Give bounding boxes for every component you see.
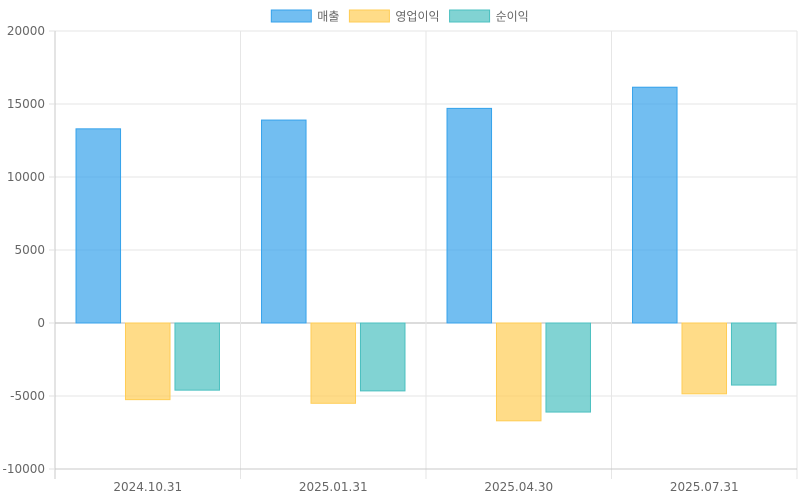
bar-영업이익-2025.01.31[interactable] [310, 322, 357, 404]
x-tick-label: 2025.07.31 [670, 480, 739, 494]
bar-영업이익-2025.07.31[interactable] [681, 322, 728, 395]
grid-lines [54, 30, 798, 479]
legend-swatch [270, 9, 312, 23]
legend-label: 매출 [317, 10, 339, 24]
y-tick-label: 15000 [7, 97, 45, 111]
x-tick-label: 2024.10.31 [113, 480, 182, 494]
y-tick-label: 10000 [7, 170, 45, 184]
y-tick-label: 0 [37, 316, 45, 330]
bar-영업이익-2024.10.31[interactable] [124, 322, 171, 401]
legend-swatch [449, 9, 491, 23]
y-tick-label: -10000 [2, 462, 45, 476]
x-tick-label: 2025.01.31 [299, 480, 368, 494]
bar-순이익-2025.01.31[interactable] [359, 322, 406, 392]
legend-item[interactable]: 영업이익 [348, 9, 440, 24]
legend-label: 영업이익 [395, 10, 439, 24]
bar-순이익-2024.10.31[interactable] [174, 322, 220, 391]
bar-매출-2024.10.31[interactable] [75, 128, 122, 324]
legend-swatch [348, 9, 390, 23]
y-axis: 20000 15000 10000 5000 0 -5000 -10000 [2, 24, 55, 476]
bar-순이익-2025.07.31[interactable] [730, 322, 777, 386]
legend-label: 순이익 [496, 10, 529, 24]
legend: 매출 영업이익 순이익 [270, 9, 529, 24]
bars [75, 86, 777, 422]
bar-순이익-2025.04.30[interactable] [545, 322, 591, 413]
y-tick-label: -5000 [10, 389, 45, 403]
bar-매출-2025.07.31[interactable] [632, 86, 678, 324]
legend-item[interactable]: 매출 [270, 9, 339, 24]
y-tick-label: 20000 [7, 24, 45, 38]
bar-영업이익-2025.04.30[interactable] [495, 322, 542, 422]
bar-매출-2025.04.30[interactable] [446, 107, 493, 324]
x-tick-label: 2025.04.30 [484, 480, 553, 494]
y-tick-label: 5000 [14, 243, 45, 257]
legend-item[interactable]: 순이익 [449, 9, 529, 24]
x-axis: 2024.10.31 2025.01.31 2025.04.30 2025.07.31 [55, 468, 797, 494]
bar-매출-2025.01.31[interactable] [261, 119, 307, 324]
